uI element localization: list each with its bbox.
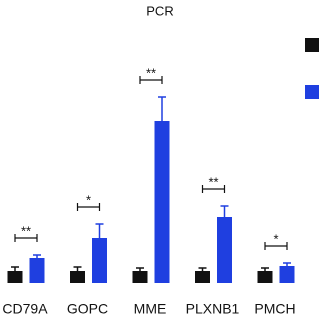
legend-swatch <box>305 38 319 52</box>
significance-label: * <box>86 192 91 207</box>
bar <box>7 271 23 283</box>
bar <box>257 271 273 283</box>
significance-bracket <box>14 234 38 242</box>
bar <box>195 271 210 283</box>
legend-swatch <box>305 85 319 99</box>
bar <box>279 266 295 283</box>
bar <box>217 217 232 283</box>
x-tick-label: PLXNB1 <box>186 301 240 317</box>
bar <box>29 258 45 283</box>
significance-bracket <box>201 185 226 193</box>
significance-label: ** <box>21 223 31 238</box>
significance-bracket <box>76 203 101 211</box>
x-tick-label: GOPC <box>67 301 108 317</box>
significance-label: ** <box>208 174 218 189</box>
significance-label: * <box>273 231 278 246</box>
significance-label: ** <box>146 65 156 80</box>
bar <box>92 238 107 283</box>
x-tick-label: PMCH <box>254 301 295 317</box>
bar <box>70 271 85 283</box>
significance-bracket <box>264 242 288 250</box>
bar <box>154 121 170 283</box>
chart-title: PCR <box>146 3 173 18</box>
x-tick-label: MME <box>134 301 167 317</box>
bar <box>132 271 148 283</box>
significance-bracket <box>139 76 163 84</box>
x-tick-label: CD79A <box>2 301 48 317</box>
